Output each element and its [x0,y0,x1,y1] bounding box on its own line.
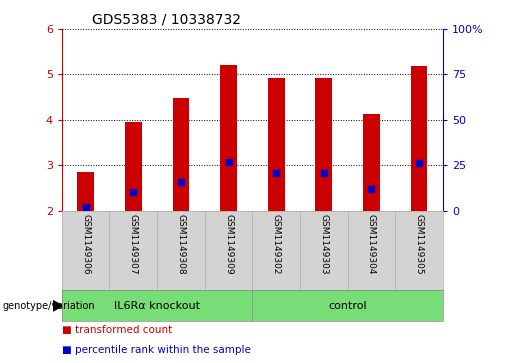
Text: GDS5383 / 10338732: GDS5383 / 10338732 [92,12,242,26]
Text: IL6Rα knockout: IL6Rα knockout [114,301,200,311]
Text: GSM1149307: GSM1149307 [129,214,138,274]
Text: ■ percentile rank within the sample: ■ percentile rank within the sample [62,345,251,355]
Text: control: control [329,301,367,311]
Text: GSM1149309: GSM1149309 [224,214,233,274]
Bar [268,78,284,211]
Text: GSM1149306: GSM1149306 [81,214,90,274]
Text: GSM1149304: GSM1149304 [367,214,376,274]
Bar [363,114,380,211]
Bar [316,78,332,211]
Bar [77,172,94,211]
Text: GSM1149305: GSM1149305 [415,214,423,274]
Text: GSM1149308: GSM1149308 [177,214,185,274]
Bar [411,66,427,211]
Polygon shape [53,301,62,311]
Bar [173,98,189,211]
Text: GSM1149303: GSM1149303 [319,214,328,274]
Text: GSM1149302: GSM1149302 [272,214,281,274]
Bar [125,122,142,211]
Text: ■ transformed count: ■ transformed count [62,325,172,335]
Bar [220,65,237,211]
Text: genotype/variation: genotype/variation [3,301,95,311]
